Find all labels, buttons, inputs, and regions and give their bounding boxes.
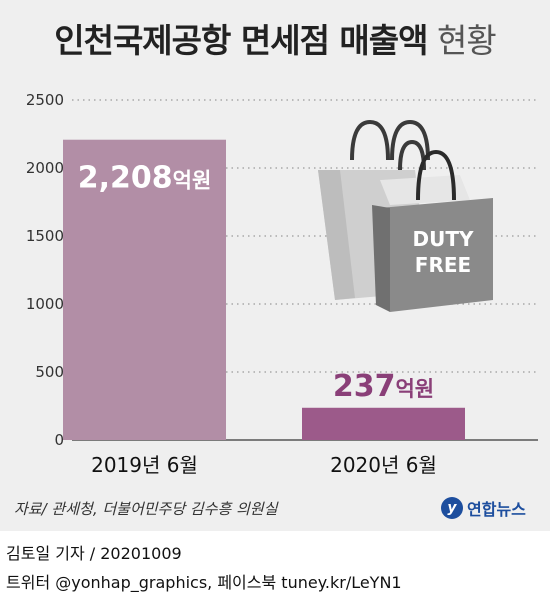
data-label-unit: 억원 bbox=[173, 169, 212, 193]
y-tick-label: 1500 bbox=[26, 227, 64, 245]
bag-text-free: FREE bbox=[415, 253, 471, 277]
mid-bag-top bbox=[380, 175, 470, 205]
bars bbox=[63, 139, 465, 440]
bar bbox=[63, 139, 226, 440]
yonhap-logo-text: 연합뉴스 bbox=[467, 500, 526, 519]
y-tick-label: 500 bbox=[35, 363, 64, 381]
bag-text-duty: DUTY bbox=[413, 227, 474, 251]
duty-free-bags-illustration: DUTY FREE bbox=[318, 119, 493, 312]
y-tick-label: 2000 bbox=[26, 159, 64, 177]
data-label: 2,208억원 bbox=[78, 161, 212, 196]
title-main: 인천국제공항 면세점 매출액 bbox=[54, 21, 428, 60]
data-label: 237억원 bbox=[333, 369, 434, 404]
bar bbox=[302, 407, 465, 440]
source-note: 자료/ 관세청, 더불어민주당 김수흥 의원실 bbox=[14, 500, 278, 518]
front-bag-body bbox=[380, 198, 493, 312]
yonhap-logo: y 연합뉴스 bbox=[441, 496, 526, 520]
mid-bag-handle bbox=[398, 139, 426, 171]
credit-author-date: 김토일 기자 / 20201009 bbox=[6, 544, 182, 563]
title-sub: 현황 bbox=[437, 21, 497, 60]
y-tick-label: 2500 bbox=[26, 91, 64, 109]
credit-social: 트위터 @yonhap_graphics, 페이스북 tuney.kr/LeYN… bbox=[6, 573, 402, 592]
y-tick-label: 1000 bbox=[26, 295, 64, 313]
x-tick-label: 2019년 6월 bbox=[91, 453, 198, 477]
data-label-unit: 억원 bbox=[395, 377, 434, 401]
chart-title: 인천국제공항 면세점 매출액 현황 bbox=[0, 14, 550, 62]
back-bag-handle-2 bbox=[390, 119, 430, 161]
front-bag-side bbox=[372, 205, 390, 312]
x-tick-label: 2020년 6월 bbox=[330, 453, 437, 477]
yonhap-logo-mark: y bbox=[441, 497, 463, 519]
y-tick-label: 0 bbox=[54, 431, 64, 449]
front-bag-handle bbox=[416, 149, 456, 201]
back-bag-side bbox=[318, 170, 355, 300]
back-bag-handle bbox=[350, 119, 390, 161]
data-label-number: 237 bbox=[333, 369, 396, 404]
data-label-number: 2,208 bbox=[78, 161, 173, 196]
bar-chart: 0 500 1000 1500 2000 2500 DUTY FREE 2019년 6월 2… bbox=[26, 91, 538, 477]
